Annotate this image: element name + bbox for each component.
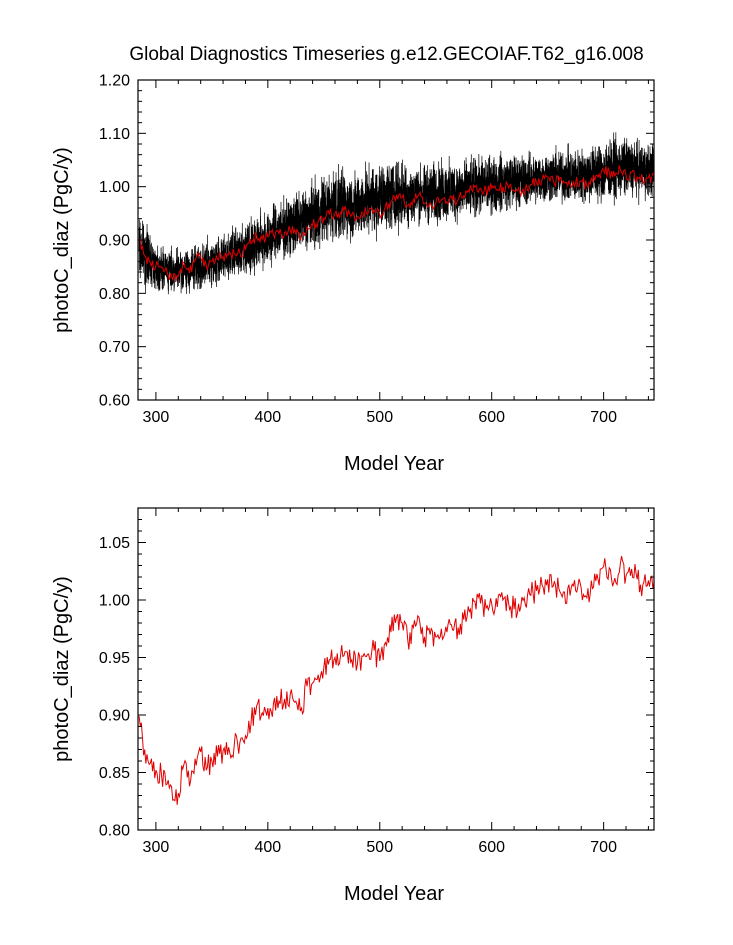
y-tick-label: 1.10: [99, 126, 130, 143]
x-tick-label: 600: [478, 409, 505, 426]
y-axis-label: photoC_diaz (PgC/y): [51, 576, 73, 762]
x-tick-label: 400: [254, 409, 281, 426]
plot-area: [138, 556, 654, 805]
y-tick-label: 0.60: [99, 393, 130, 410]
x-tick-label: 700: [590, 409, 617, 426]
y-tick-label: 0.80: [99, 286, 130, 303]
y-tick-label: 0.90: [99, 233, 130, 250]
y-tick-label: 0.70: [99, 339, 130, 356]
series-monthly-line: [138, 132, 654, 295]
x-axis-label: Model Year: [344, 883, 444, 905]
y-tick-label: 0.95: [99, 650, 130, 667]
y-tick-label: 0.90: [99, 708, 130, 725]
chart-panel-2: 300 400 500 600 700 0.80 0.85 0.90 0.95 1.00 1.05 M…: [51, 507, 655, 905]
chart-panel-1: 300 400 500 600 700 0.60 0.70 0.80 0.90 1.00 1.10 1…: [51, 73, 655, 475]
plot-frame: [137, 79, 655, 401]
plot-frame: [137, 507, 655, 831]
y-tick-label: 0.85: [99, 765, 130, 782]
x-tick-label: 700: [590, 839, 617, 856]
y-tick-label: 1.05: [99, 535, 130, 552]
y-tick-label: 1.00: [99, 179, 130, 196]
y-tick-label: 0.80: [99, 823, 130, 840]
x-tick-label: 500: [366, 839, 393, 856]
y-tick-label: 1.00: [99, 593, 130, 610]
x-tick-label: 400: [254, 839, 281, 856]
y-tick-label: 1.20: [99, 73, 130, 90]
series-annual-line: [138, 556, 654, 805]
x-tick-label: 300: [143, 409, 170, 426]
plot-area: [138, 132, 654, 295]
x-tick-label: 500: [366, 409, 393, 426]
x-tick-label: 600: [478, 839, 505, 856]
x-axis-label: Model Year: [344, 453, 444, 475]
y-axis-label: photoC_diaz (PgC/y): [51, 147, 73, 333]
series-annual-line: [138, 165, 654, 282]
x-tick-label: 300: [143, 839, 170, 856]
chart-title: Global Diagnostics Timeseries g.e12.GECO…: [129, 44, 644, 65]
